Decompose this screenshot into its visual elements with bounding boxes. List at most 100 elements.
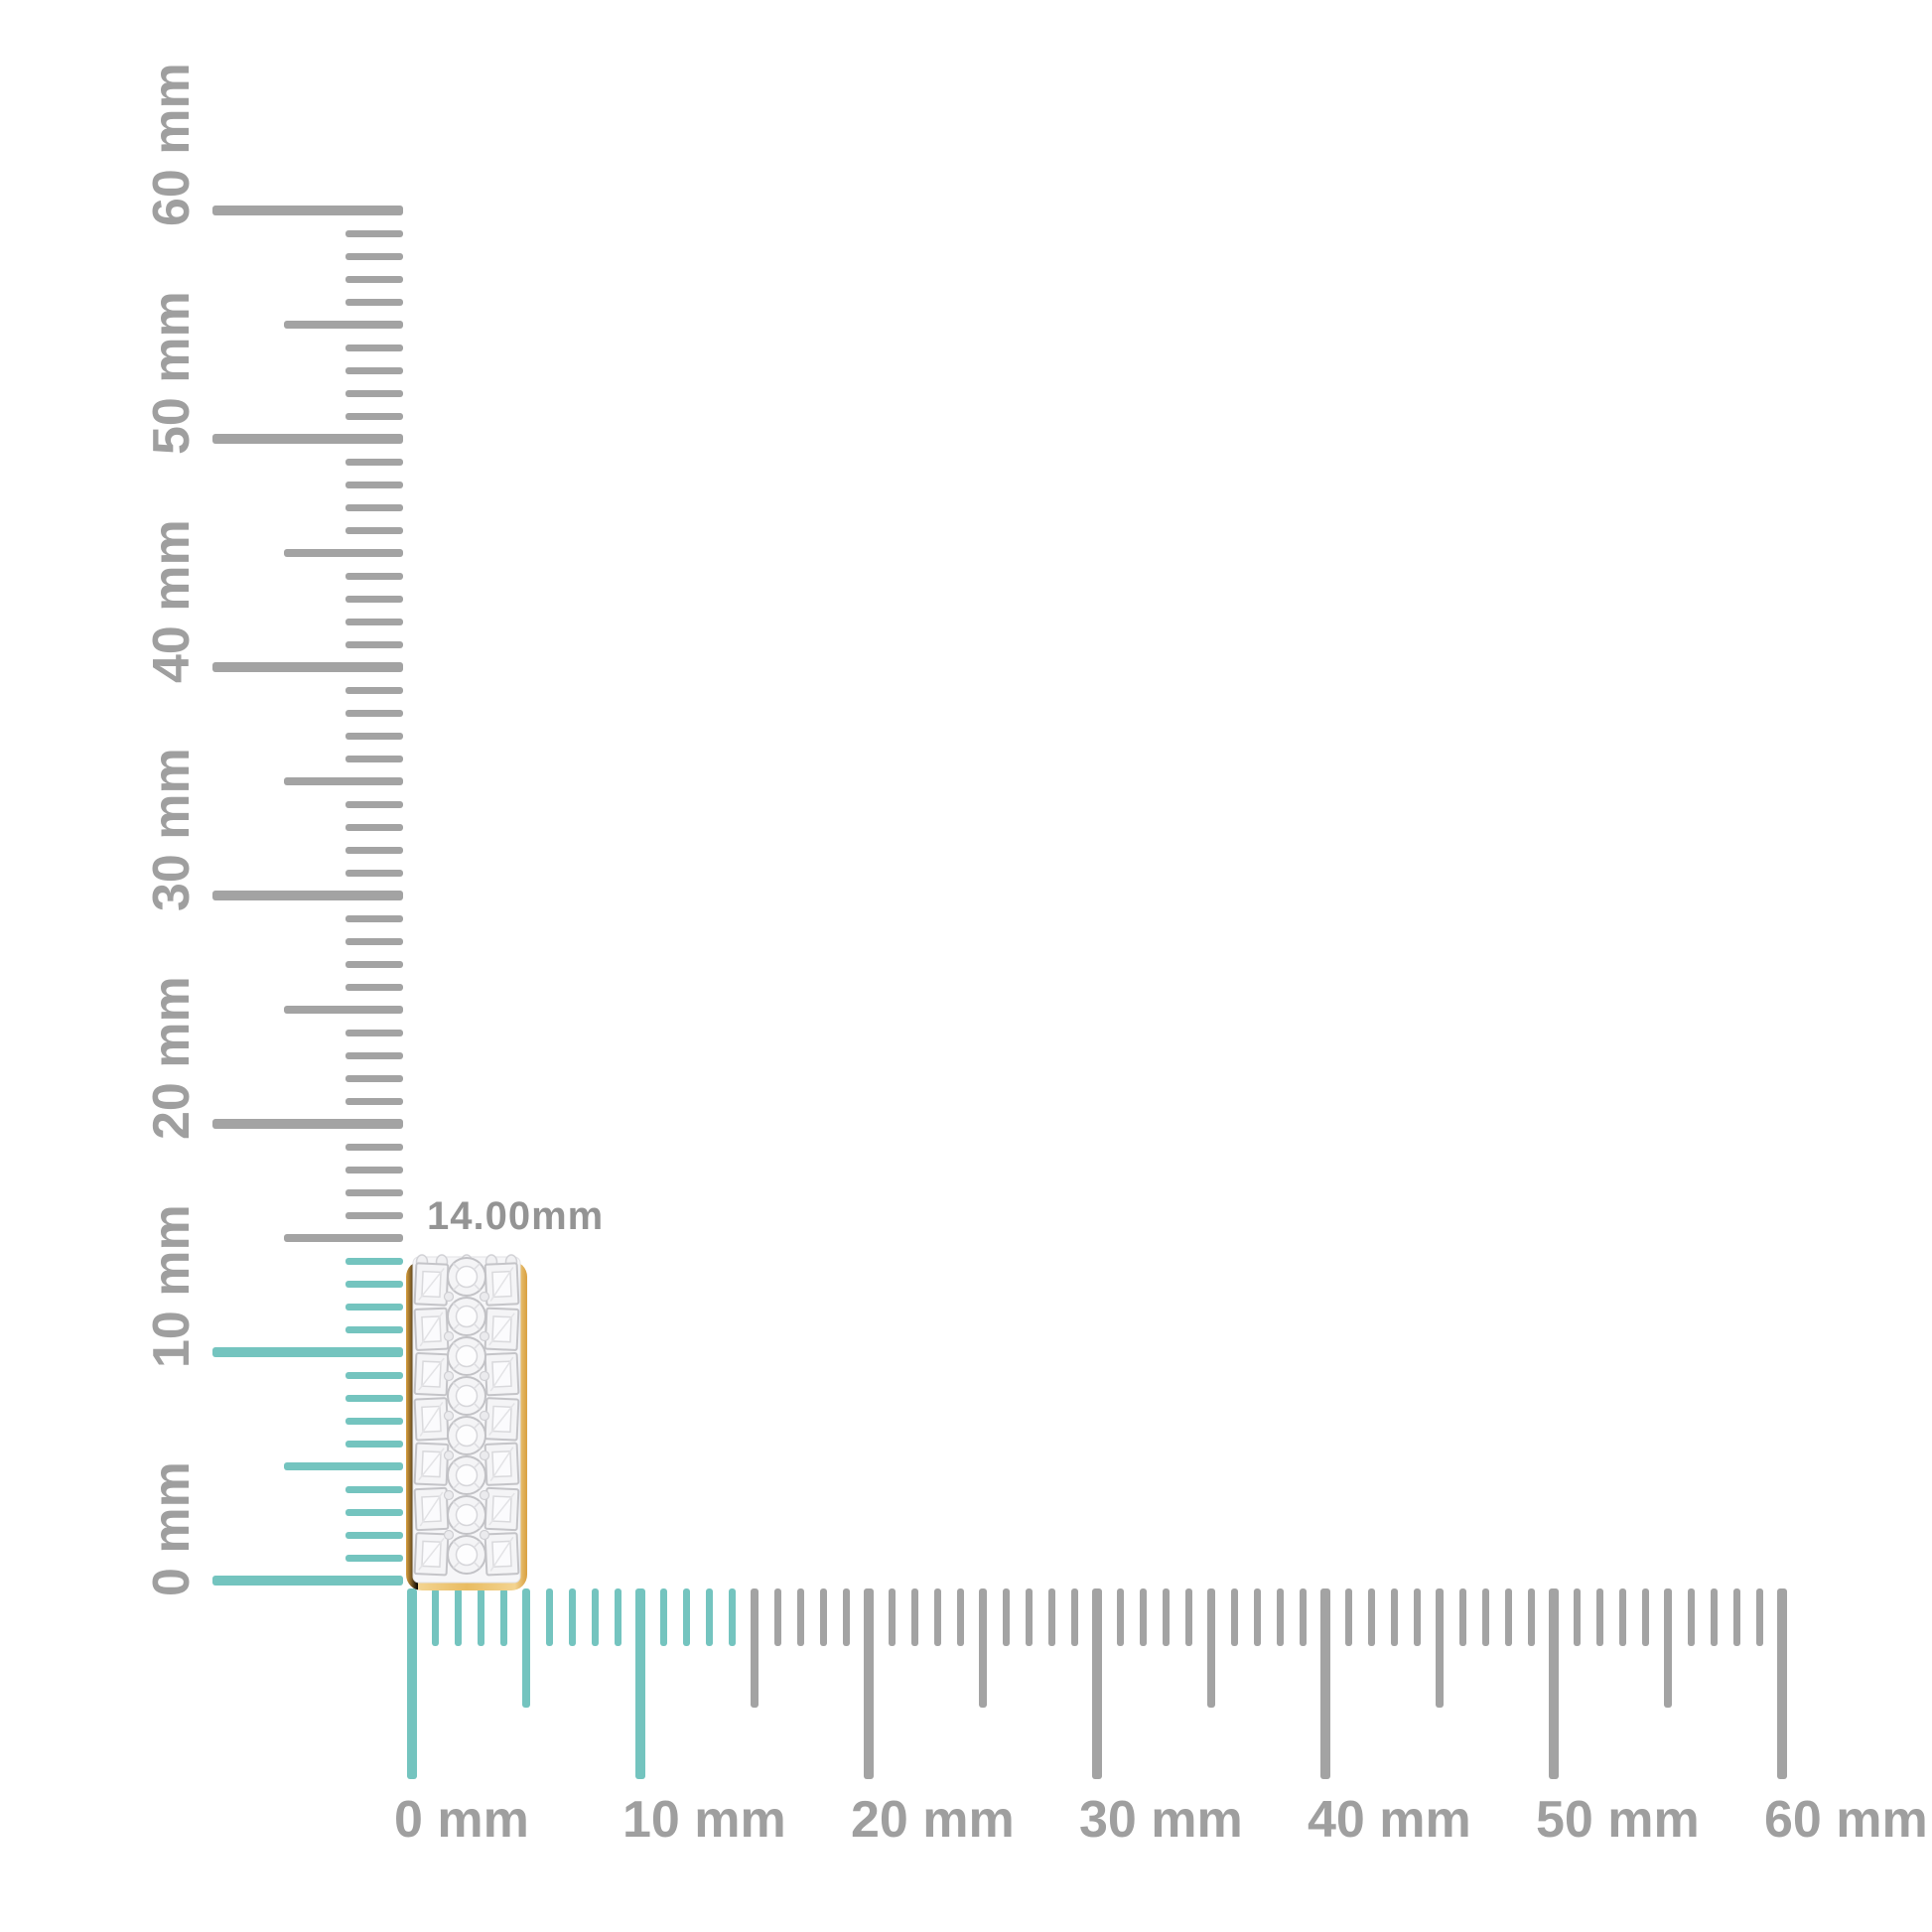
minor-tick bbox=[956, 1588, 964, 1646]
minor-tick bbox=[345, 1394, 403, 1402]
facet-line bbox=[453, 1461, 461, 1469]
prong bbox=[479, 1449, 490, 1461]
minor-tick bbox=[796, 1588, 804, 1646]
medium-tick bbox=[284, 777, 403, 785]
minor-tick bbox=[1047, 1588, 1055, 1646]
minor-tick bbox=[1755, 1588, 1763, 1646]
facet-line bbox=[488, 1312, 515, 1346]
minor-tick bbox=[345, 1280, 403, 1288]
minor-tick bbox=[1344, 1588, 1352, 1646]
horizontal-ruler-label: 0 mm bbox=[394, 1791, 529, 1849]
prong bbox=[443, 1291, 455, 1303]
prong bbox=[479, 1370, 490, 1382]
minor-tick bbox=[345, 1508, 403, 1516]
minor-tick bbox=[345, 526, 403, 534]
minor-tick bbox=[345, 412, 403, 420]
vertical-ruler-label: 0 mm bbox=[143, 1461, 201, 1596]
minor-tick bbox=[431, 1588, 439, 1646]
minor-tick bbox=[345, 229, 403, 237]
minor-tick bbox=[345, 1211, 403, 1219]
minor-tick bbox=[345, 732, 403, 740]
facet-line bbox=[453, 1303, 461, 1311]
minor-tick bbox=[1184, 1588, 1192, 1646]
major-tick bbox=[212, 206, 403, 215]
minor-tick bbox=[345, 1303, 403, 1311]
medium-tick bbox=[284, 1006, 403, 1014]
minor-tick bbox=[1618, 1588, 1626, 1646]
facet-line bbox=[418, 1537, 445, 1571]
prong bbox=[479, 1489, 490, 1501]
minor-tick bbox=[345, 1188, 403, 1196]
prong bbox=[479, 1529, 490, 1541]
minor-tick bbox=[345, 914, 403, 922]
facet-line bbox=[473, 1442, 481, 1449]
facet-line bbox=[473, 1501, 481, 1509]
medium-tick bbox=[1436, 1588, 1444, 1708]
minor-tick bbox=[1390, 1588, 1398, 1646]
major-tick bbox=[212, 434, 403, 444]
minor-tick bbox=[345, 1143, 403, 1151]
minor-tick bbox=[842, 1588, 850, 1646]
minor-tick bbox=[1504, 1588, 1512, 1646]
minor-tick bbox=[1481, 1588, 1489, 1646]
minor-tick bbox=[345, 389, 403, 397]
facet-line bbox=[473, 1283, 481, 1291]
prong bbox=[443, 1370, 455, 1382]
minor-tick bbox=[1641, 1588, 1649, 1646]
minor-tick bbox=[345, 1554, 403, 1562]
facet-line bbox=[489, 1447, 514, 1482]
facet-line bbox=[453, 1521, 461, 1529]
prong bbox=[443, 1489, 455, 1501]
minor-tick bbox=[345, 1257, 403, 1265]
facet-line bbox=[418, 1357, 445, 1391]
minor-tick bbox=[345, 800, 403, 808]
minor-tick bbox=[1230, 1588, 1238, 1646]
minor-tick bbox=[345, 1097, 403, 1105]
facet-line bbox=[488, 1492, 515, 1526]
round-diamond-table bbox=[455, 1265, 479, 1289]
round-diamond-table bbox=[455, 1305, 479, 1328]
major-tick bbox=[212, 1576, 403, 1586]
medium-tick bbox=[751, 1588, 759, 1708]
minor-tick bbox=[591, 1588, 599, 1646]
minor-tick bbox=[568, 1588, 576, 1646]
minor-tick bbox=[1732, 1588, 1740, 1646]
facet-line bbox=[453, 1283, 461, 1291]
facet-line bbox=[473, 1541, 481, 1549]
major-tick bbox=[212, 662, 403, 672]
minor-tick bbox=[545, 1588, 553, 1646]
round-diamond-table bbox=[455, 1384, 479, 1408]
minor-tick bbox=[345, 640, 403, 648]
facet-line bbox=[453, 1481, 461, 1489]
minor-tick bbox=[345, 572, 403, 580]
minor-tick bbox=[345, 458, 403, 466]
minor-tick bbox=[345, 275, 403, 283]
major-tick bbox=[1092, 1588, 1102, 1779]
minor-tick bbox=[345, 1531, 403, 1539]
facet-line bbox=[473, 1481, 481, 1489]
minor-tick bbox=[1253, 1588, 1261, 1646]
minor-tick bbox=[773, 1588, 781, 1646]
minor-tick bbox=[1413, 1588, 1421, 1646]
minor-tick bbox=[1139, 1588, 1147, 1646]
facet-line bbox=[453, 1422, 461, 1430]
measurement-label: 14.00mm bbox=[427, 1194, 605, 1238]
minor-tick bbox=[345, 869, 403, 877]
minor-tick bbox=[345, 1166, 403, 1173]
minor-tick bbox=[345, 366, 403, 374]
major-tick bbox=[864, 1588, 874, 1779]
minor-tick bbox=[477, 1588, 484, 1646]
major-tick bbox=[635, 1588, 645, 1779]
jewelry-image bbox=[402, 1253, 531, 1592]
vertical-ruler-label: 20 mm bbox=[143, 976, 201, 1140]
minor-tick bbox=[454, 1588, 462, 1646]
prong bbox=[443, 1449, 455, 1461]
facet-line bbox=[453, 1322, 461, 1330]
facet-line bbox=[473, 1303, 481, 1311]
vertical-ruler-label: 40 mm bbox=[143, 519, 201, 683]
horizontal-ruler-label: 10 mm bbox=[622, 1791, 786, 1849]
facet-line bbox=[473, 1382, 481, 1390]
vertical-ruler-label: 30 mm bbox=[143, 748, 201, 911]
minor-tick bbox=[345, 823, 403, 831]
facet-line bbox=[473, 1342, 481, 1350]
